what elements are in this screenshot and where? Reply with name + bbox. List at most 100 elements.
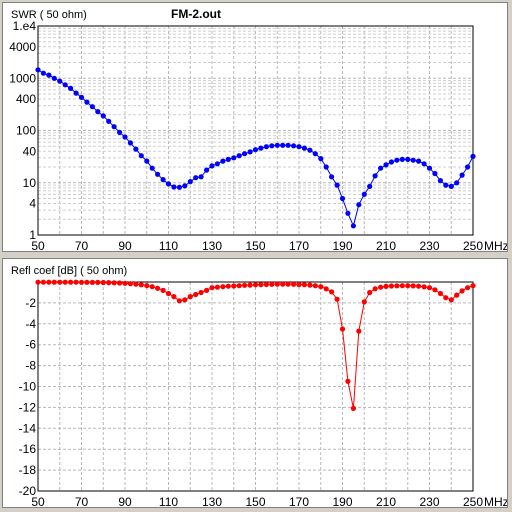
swr-data-point [291, 143, 297, 149]
refl-y-tick-label: -8 [25, 359, 36, 373]
swr-data-point [57, 78, 63, 84]
swr-data-point [301, 145, 307, 151]
swr-data-point [399, 156, 405, 162]
refl-grid [38, 282, 473, 491]
swr-data-point [46, 72, 52, 78]
swr-data-point [106, 118, 112, 124]
refl-data-point [372, 286, 378, 292]
refl-data-point [323, 286, 329, 292]
swr-data-point [405, 156, 411, 162]
swr-data-point [421, 161, 427, 167]
swr-data-point [465, 164, 471, 170]
swr-data-point [209, 163, 215, 169]
refl-data-point [62, 279, 68, 285]
refl-data-point [269, 281, 275, 287]
refl-data-point [383, 283, 389, 289]
swr-data-point [171, 184, 177, 190]
refl-data-point [209, 285, 215, 291]
swr-data-point [40, 70, 47, 76]
refl-y-tick-label: -18 [19, 463, 37, 477]
refl-data-point [263, 281, 269, 288]
swr-data-point [155, 171, 161, 177]
refl-data-point [117, 280, 123, 286]
swr-x-unit: MHz [484, 239, 507, 251]
swr-data-point [225, 156, 231, 162]
refl-x-unit: MHz [484, 495, 507, 507]
swr-plot-frame [37, 25, 474, 236]
swr-data-point [73, 90, 79, 96]
refl-data-point [133, 281, 139, 287]
swr-data-point [383, 162, 389, 168]
swr-data-point [367, 183, 373, 189]
swr-data-point [111, 124, 117, 130]
refl-chart-panel: -2 -4 -6 -8 -10 -12 -14 -16 -18 -20 50 70 90 110 130 1… [2, 258, 508, 508]
swr-y-tick-label: 400 [16, 92, 36, 106]
swr-y-tick-label: 4 [29, 197, 36, 211]
refl-plot-frame [37, 281, 474, 492]
refl-data-point [78, 279, 85, 285]
refl-y-tick-label: -12 [19, 400, 37, 414]
refl-data-point [443, 295, 449, 301]
refl-y-tick-label: -6 [25, 338, 36, 352]
refl-data-point [182, 297, 188, 303]
refl-data-point [329, 289, 335, 295]
refl-y-tick-label: -20 [19, 484, 37, 498]
swr-data-point [165, 181, 172, 187]
swr-data-point [204, 167, 210, 173]
swr-data-point [448, 183, 454, 189]
swr-x-tick-label: 130 [202, 239, 222, 251]
swr-data-point [339, 195, 346, 202]
swr-data-point [454, 180, 460, 186]
refl-data-point [68, 279, 74, 285]
refl-data-point [176, 298, 182, 304]
swr-data-point [356, 202, 362, 208]
swr-data-point [95, 109, 101, 115]
refl-data-point [95, 279, 101, 285]
refl-data-point [459, 288, 465, 294]
swr-data-point [236, 153, 242, 159]
refl-data-point [204, 287, 210, 293]
swr-data-point [323, 164, 329, 170]
swr-data-point [459, 172, 465, 178]
swr-y-tick-label: 40 [23, 144, 37, 158]
swr-data-point [274, 142, 280, 148]
refl-data-point [242, 282, 248, 288]
refl-data-point [160, 287, 166, 293]
swr-data-point [89, 104, 95, 110]
refl-x-tick-label: 230 [419, 495, 439, 507]
swr-data-point [247, 149, 253, 155]
refl-data-point [236, 283, 242, 289]
swr-data-point [231, 155, 237, 161]
swr-data-point [416, 158, 422, 164]
swr-x-tick-label: 170 [289, 239, 309, 251]
refl-y-tick-label: -2 [25, 296, 36, 310]
swr-data-point [252, 147, 259, 153]
refl-data-point [410, 283, 416, 289]
swr-x-tick-label: 190 [332, 239, 352, 251]
swr-x-tick-label: 230 [419, 239, 439, 251]
refl-data-point [318, 284, 324, 290]
swr-data-point [78, 94, 85, 100]
swr-data-point [176, 184, 182, 190]
refl-data-point [465, 285, 471, 291]
swr-data-point [84, 99, 90, 105]
refl-data-point [51, 279, 57, 285]
refl-data-point [214, 284, 220, 290]
swr-data-point [144, 158, 150, 164]
swr-y-tick-label: 1 [29, 228, 36, 242]
refl-data-point [432, 287, 438, 293]
swr-data-point [334, 182, 340, 188]
refl-data-point [339, 326, 346, 332]
refl-data-point [312, 283, 318, 289]
refl-x-ticks: 50 70 90 110 130 150 170 190 210 230 250 [31, 495, 483, 507]
refl-data-point [231, 283, 237, 289]
swr-data-point [296, 144, 302, 150]
refl-data-point [350, 405, 356, 411]
swr-y-tick-label: 100 [16, 124, 36, 138]
refl-data-point [274, 281, 280, 287]
refl-x-tick-label: 110 [159, 495, 178, 507]
refl-data-point [301, 282, 307, 288]
swr-data-point [470, 153, 476, 159]
refl-data-point [454, 292, 460, 298]
refl-data-point [187, 294, 193, 300]
